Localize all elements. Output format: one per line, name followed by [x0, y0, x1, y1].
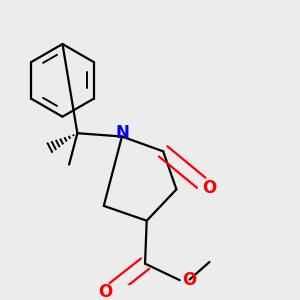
- Text: O: O: [182, 271, 196, 289]
- Text: O: O: [202, 179, 217, 197]
- Text: O: O: [98, 283, 112, 300]
- Text: N: N: [116, 124, 130, 142]
